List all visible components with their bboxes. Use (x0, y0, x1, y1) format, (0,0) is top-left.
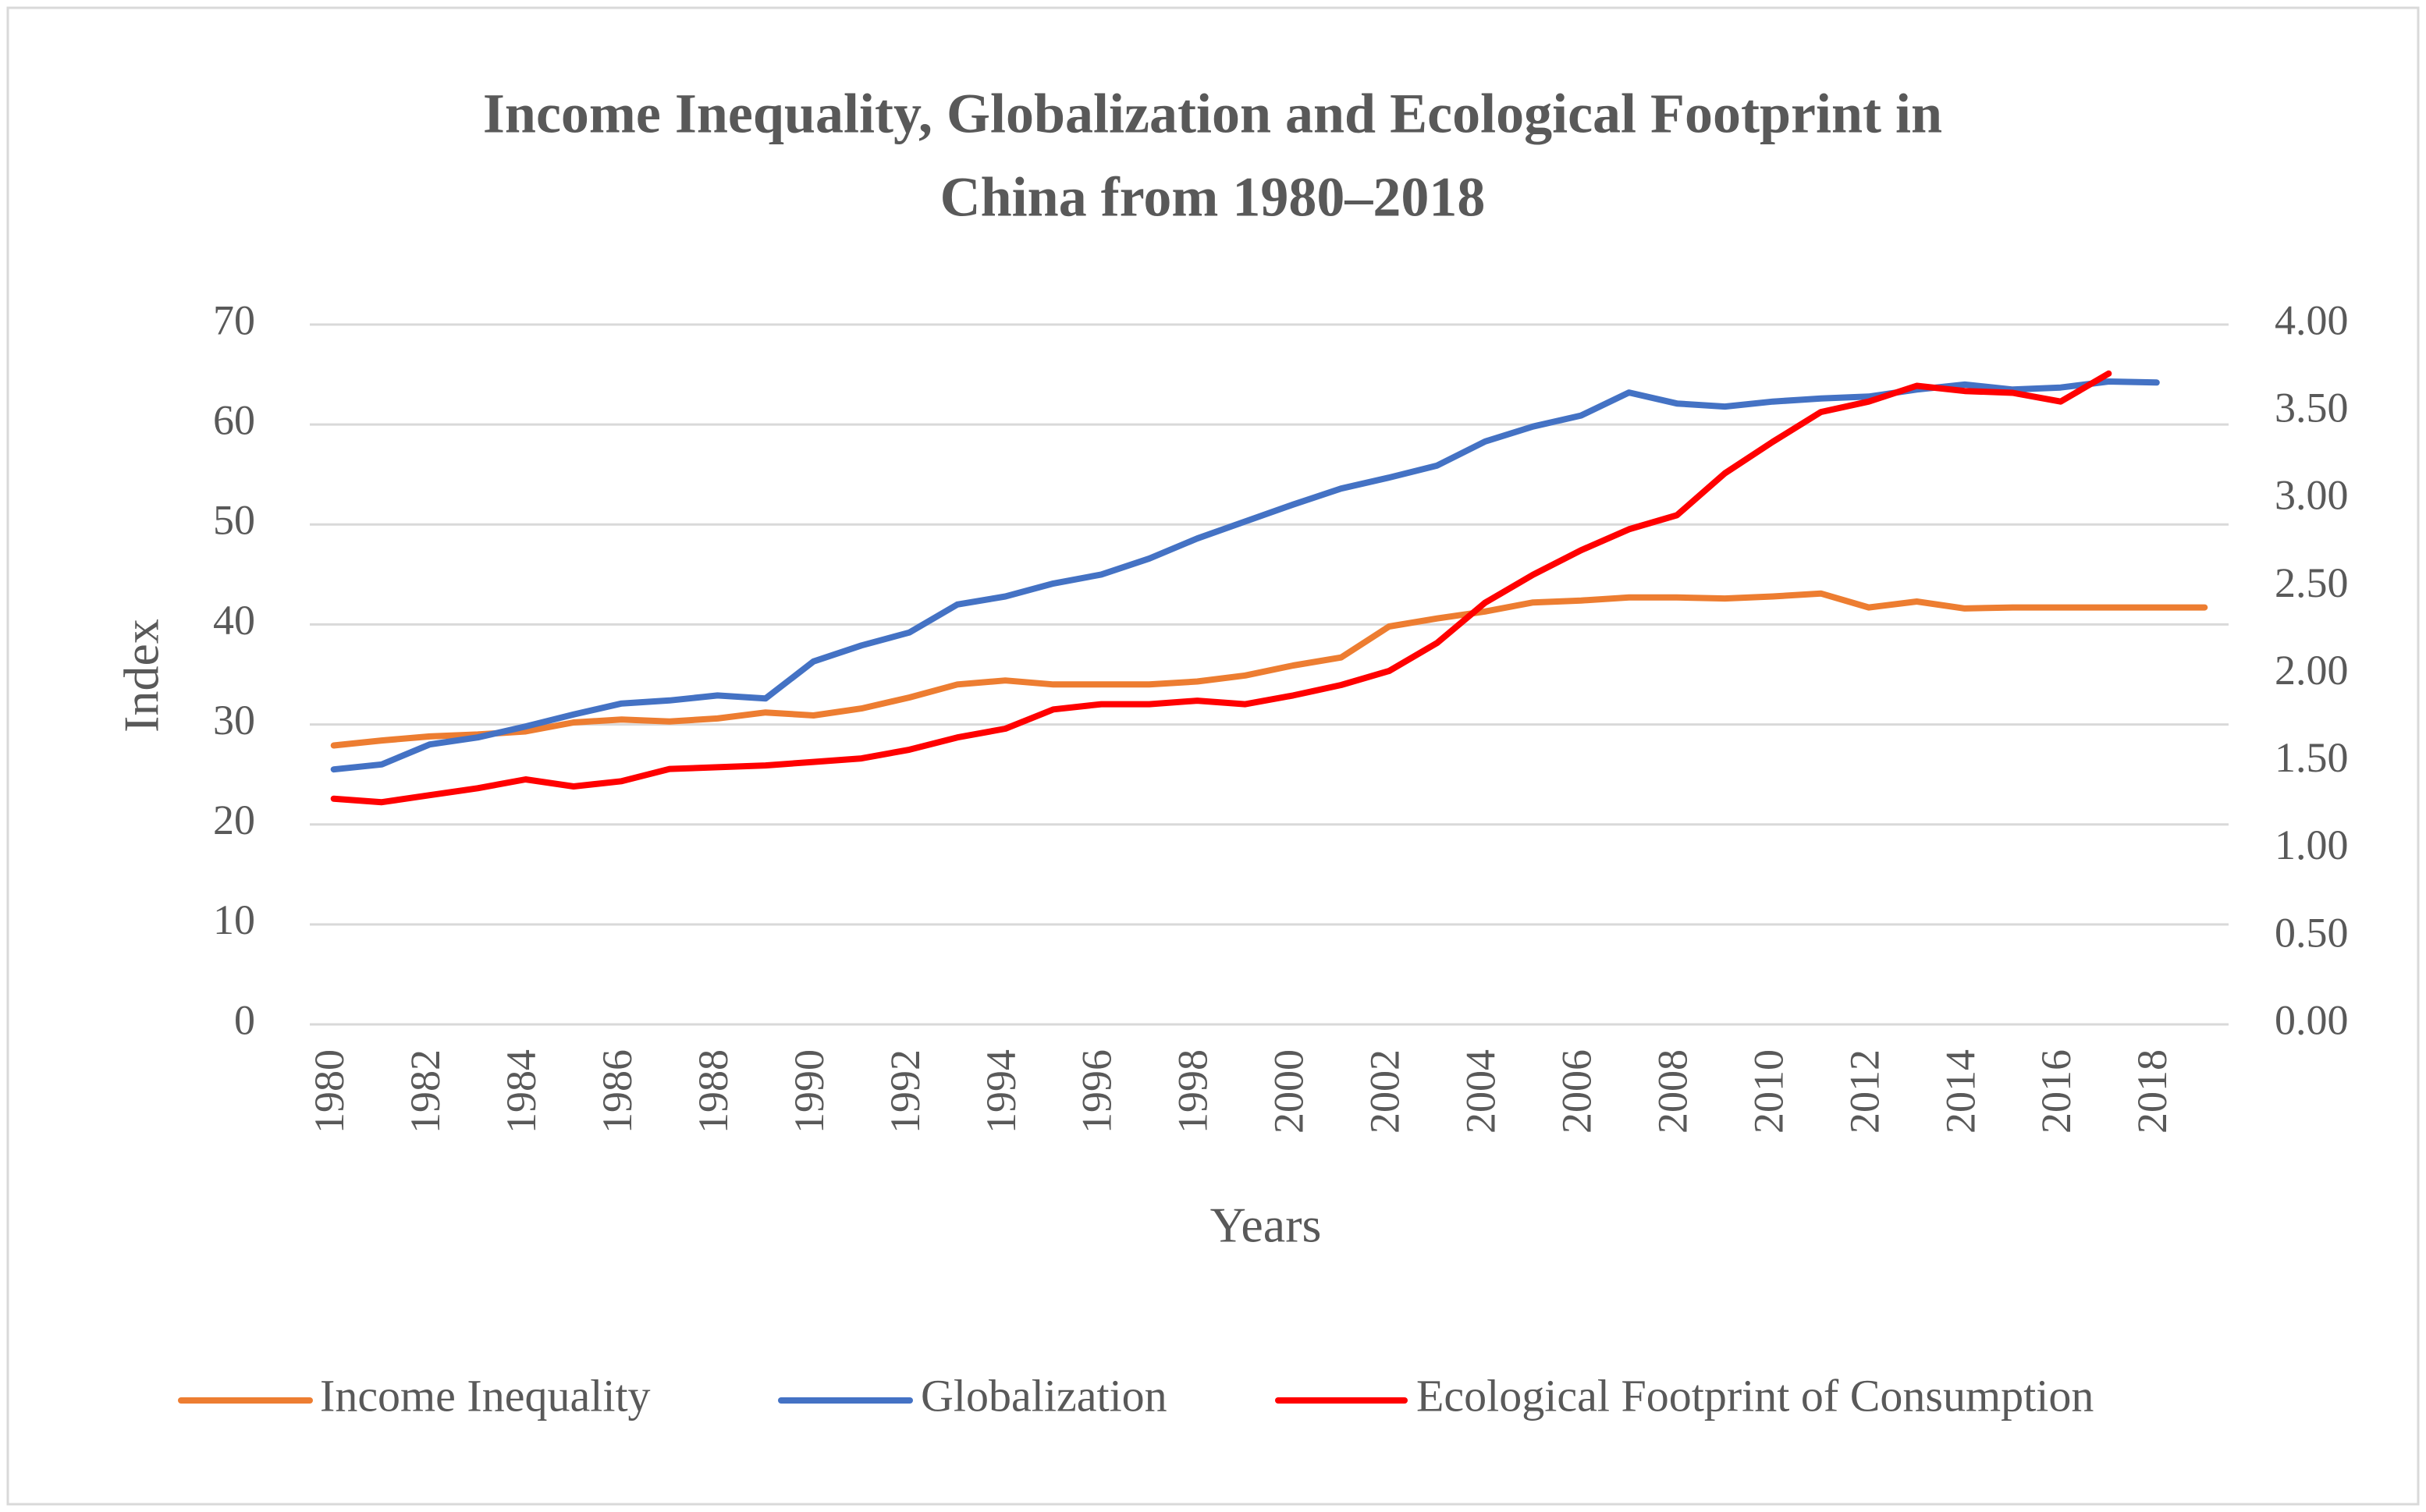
x-tick-label: 2012 (1841, 1049, 1888, 1134)
x-tick-label: 1988 (690, 1049, 737, 1134)
x-tick-label: 1996 (1074, 1049, 1121, 1134)
x-tick-label: 2018 (2129, 1049, 2176, 1134)
y2-tick-label: 0.50 (2275, 909, 2349, 956)
x-tick-label: 1998 (1170, 1049, 1217, 1134)
chart-title: Income Inequality, Globalization and Eco… (483, 83, 1942, 145)
y-tick-label: 30 (213, 697, 255, 744)
x-tick-label: 2008 (1649, 1049, 1696, 1134)
legend-label: Ecological Footprint of Consumption (1416, 1370, 2094, 1421)
legend-label: Income Inequality (320, 1370, 651, 1421)
series-line (330, 378, 2160, 773)
y2-tick-label: 2.50 (2275, 559, 2349, 606)
y-tick-label: 10 (213, 896, 255, 943)
y2-tick-label: 3.50 (2275, 385, 2349, 431)
y-tick-label: 60 (213, 397, 255, 444)
y2-tick-label: 0.00 (2275, 996, 2349, 1043)
x-tick-label: 1986 (594, 1049, 641, 1134)
y-tick-label: 50 (213, 497, 255, 544)
y-axis-title: Index (114, 619, 169, 733)
x-tick-label: 1994 (978, 1049, 1025, 1134)
x-tick-label: 2002 (1362, 1049, 1408, 1134)
x-axis-title: Years (1210, 1198, 1322, 1253)
y2-tick-label: 1.50 (2275, 734, 2349, 781)
series-line (330, 590, 2208, 749)
x-tick-label: 2010 (1745, 1049, 1792, 1134)
y-tick-label: 70 (213, 296, 255, 343)
y2-tick-label: 2.00 (2275, 647, 2349, 694)
legend-label: Globalization (921, 1370, 1167, 1421)
y-tick-label: 0 (234, 996, 255, 1043)
y-tick-label: 20 (213, 797, 255, 843)
x-tick-label: 1982 (402, 1049, 449, 1134)
y2-tick-label: 4.00 (2275, 296, 2349, 343)
y2-tick-label: 1.00 (2275, 822, 2349, 868)
chart-title: China from 1980–2018 (940, 166, 1486, 229)
x-tick-label: 2006 (1553, 1049, 1600, 1134)
x-tick-label: 1992 (882, 1049, 929, 1134)
x-tick-label: 1990 (786, 1049, 833, 1134)
series-line (330, 370, 2112, 806)
chart-frame (6, 6, 2420, 1506)
y-tick-label: 40 (213, 597, 255, 644)
x-tick-label: 1984 (498, 1049, 545, 1134)
x-tick-label: 2004 (1458, 1049, 1504, 1134)
y2-tick-label: 3.00 (2275, 472, 2349, 519)
x-tick-label: 1980 (306, 1049, 353, 1134)
x-tick-label: 2016 (2033, 1049, 2080, 1134)
x-tick-label: 2000 (1266, 1049, 1312, 1134)
x-tick-label: 2014 (1937, 1049, 1984, 1134)
